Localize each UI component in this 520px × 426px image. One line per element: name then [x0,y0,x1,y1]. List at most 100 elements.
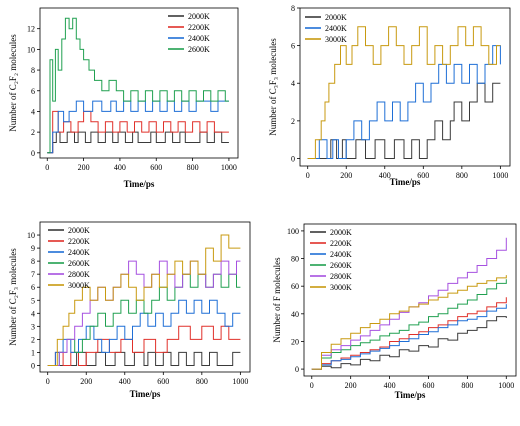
y-tick-label: 2 [31,128,35,137]
x-axis-title: Time/ps [130,389,161,399]
x-axis-title: Time/ps [124,179,155,189]
series-line-2000k [307,82,501,159]
y-axis-title: Number of C₃F₃ molecules [268,38,278,136]
x-tick-label: 800 [196,377,208,386]
chart-panel-f: 0 200 400 600 800 1000 0 20 40 60 80 100 Time/ps Numb… [272,223,517,400]
y-tick-label: 7 [31,270,35,279]
y-tick-label: 1 [31,348,35,357]
y-tick-label: 4 [31,309,35,318]
legend-label-2600k: 2600K [188,45,210,54]
series-line-3000k [307,26,501,159]
y-tick-label: 20 [291,337,299,346]
x-tick-label: 400 [114,163,126,172]
y-axis-title: Number of C₂F₃ molecules [8,248,18,346]
x-tick-label: 1000 [498,381,514,390]
y-tick-label: 40 [291,310,299,319]
x-tick-label: 0 [45,163,49,172]
x-axis-title: Time/ps [395,390,426,400]
x-tick-label: 800 [187,163,199,172]
x-tick-label: 800 [456,171,468,180]
x-tick-label: 400 [379,171,391,180]
y-tick-label: 2 [31,335,35,344]
y-tick-label: 10 [27,45,35,54]
legend-label-3000k: 3000K [330,283,352,292]
plot-frame [39,7,239,159]
series-line-3000k [47,234,241,366]
x-tick-label: 0 [46,377,50,386]
legend-label-3000k: 3000K [325,35,347,44]
x-tick-label: 1000 [232,377,248,386]
y-tick-label: 8 [291,4,295,13]
series-line-2400k [47,100,229,154]
plot-frame [303,223,517,377]
series-line-2400k [311,304,507,370]
plot-frame [39,221,251,373]
legend-label-2800k: 2800K [330,272,352,281]
y-tick-label: 6 [31,283,35,292]
x-tick-label: 400 [119,377,131,386]
y-tick-label: 4 [31,107,35,116]
y-axis-title: Number of F molecules [272,257,282,343]
y-tick-label: 0 [31,361,35,370]
y-axis-title: Number of C₂F₂ molecules [8,34,18,132]
series-line-2400k [307,45,501,159]
legend-label-2400k: 2400K [330,250,352,259]
legend-label-2400k: 2400K [325,24,347,33]
x-tick-label: 1000 [492,171,508,180]
x-tick-label: 600 [417,171,429,180]
series-line-2600k [311,279,507,370]
y-tick-label: 6 [291,42,295,51]
legend-label-2400k: 2400K [68,248,90,257]
x-tick-label: 800 [461,381,473,390]
chart-panel-c2f2: 0 200 400 600 800 1000 0 2 4 6 8 10 12 Time/ps Number … [8,7,239,189]
legend-label-2200k: 2200K [68,237,90,246]
x-tick-label: 600 [422,381,434,390]
chart-panel-c2f3: 0 200 400 600 800 1000 0 1 2 3 4 5 6 7 8 9 10 Time/ps Numb… [8,221,251,399]
x-axis-title: Time/ps [390,177,421,187]
x-tick-label: 200 [78,163,90,172]
y-tick-label: 60 [291,282,299,291]
y-tick-label: 80 [291,255,299,264]
legend-label-2000k: 2000K [68,226,90,235]
x-tick-label: 200 [80,377,92,386]
y-tick-label: 4 [291,79,295,88]
legend-label-2200k: 2200K [188,23,210,32]
y-tick-label: 0 [295,365,299,374]
series-line-3000k [311,275,507,370]
legend-label-2200k: 2200K [330,239,352,248]
series-line-2200k [311,297,507,370]
x-tick-label: 0 [306,171,310,180]
y-tick-label: 9 [31,244,35,253]
plot-frame [299,7,511,167]
y-tick-label: 0 [291,154,295,163]
series-line-2600k [47,17,229,154]
y-tick-label: 2 [291,117,295,126]
series-line-2000k [47,131,229,154]
y-tick-label: 8 [31,66,35,75]
series-line-2000k [47,351,241,366]
legend-label-2600k: 2600K [330,261,352,270]
legend-label-3000k: 3000K [68,281,90,290]
y-tick-label: 6 [31,87,35,96]
x-tick-label: 600 [150,163,162,172]
x-tick-label: 200 [340,171,352,180]
legend-label-2400k: 2400K [188,34,210,43]
x-tick-label: 0 [310,381,314,390]
y-tick-label: 5 [31,296,35,305]
x-tick-label: 400 [384,381,396,390]
legend-label-2000k: 2000K [330,228,352,237]
chart-panel-c3f3: 0 200 400 600 800 1000 0 2 4 6 8 Time/ps Number of C… [268,4,511,187]
y-tick-label: 0 [31,149,35,158]
legend-label-2600k: 2600K [68,259,90,268]
x-tick-label: 1000 [221,163,237,172]
x-tick-label: 200 [345,381,357,390]
x-tick-label: 600 [157,377,169,386]
y-tick-label: 12 [27,25,35,34]
legend-label-2800k: 2800K [68,270,90,279]
legend-label-2000k: 2000K [325,13,347,22]
legend-label-2000k: 2000K [188,12,210,21]
y-tick-label: 3 [31,322,35,331]
series-line-2000k [311,316,507,370]
y-tick-label: 8 [31,257,35,266]
